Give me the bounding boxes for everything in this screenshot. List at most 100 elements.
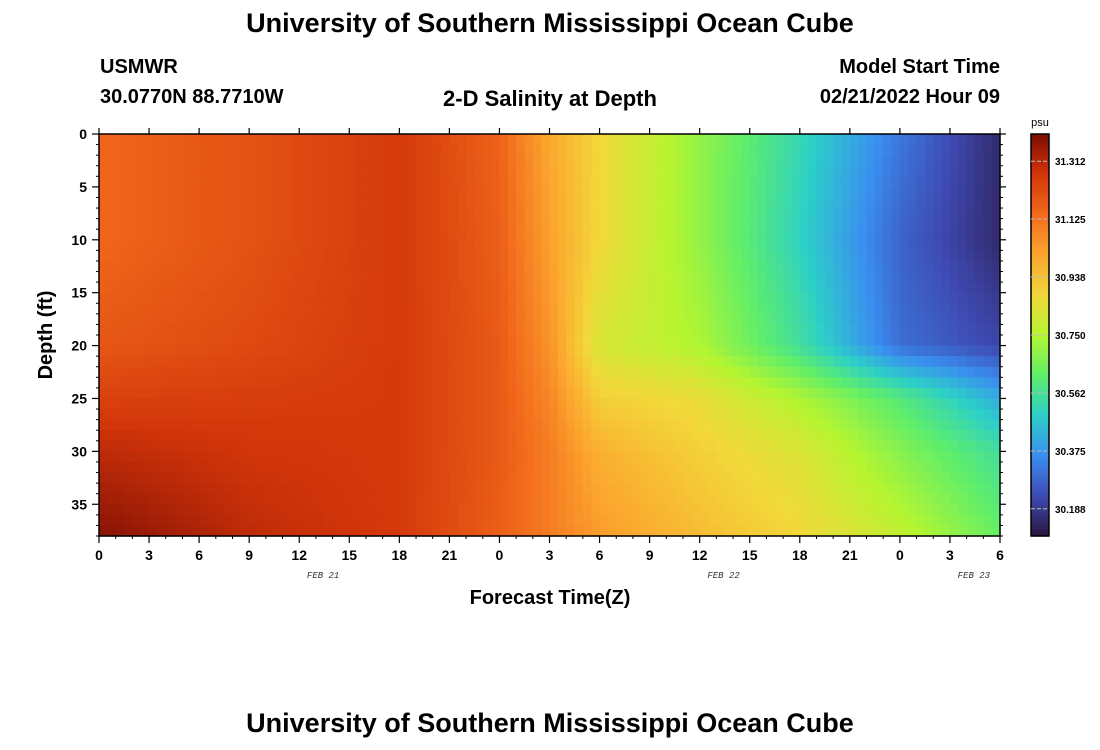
colorbar-segment	[1031, 281, 1049, 286]
heatmap-cell	[774, 483, 784, 495]
heatmap-cell	[157, 387, 167, 400]
heatmap-cell	[174, 197, 184, 209]
heatmap-cell	[107, 229, 117, 241]
heatmap-cell	[282, 493, 292, 505]
heatmap-cell	[324, 377, 334, 389]
colorbar-segment	[1031, 221, 1049, 226]
heatmap-cell	[866, 377, 876, 389]
heatmap-cell	[674, 303, 684, 315]
heatmap-cell	[257, 398, 267, 410]
heatmap-cell	[516, 430, 526, 442]
heatmap-cell	[541, 440, 551, 452]
heatmap-cell	[491, 176, 501, 188]
heatmap-cell	[365, 282, 375, 294]
heatmap-cell	[632, 409, 642, 421]
heatmap-cell	[416, 514, 425, 527]
heatmap-cell	[315, 313, 325, 326]
heatmap-cell	[549, 260, 559, 273]
heatmap-cell	[232, 229, 242, 241]
heatmap-cell	[949, 377, 959, 389]
heatmap-cell	[424, 155, 434, 167]
heatmap-cell	[449, 483, 459, 495]
heatmap-cell	[474, 186, 484, 199]
heatmap-cell	[457, 271, 467, 283]
heatmap-cell	[274, 229, 284, 241]
heatmap-cell	[941, 208, 951, 220]
colorbar-segment	[1031, 331, 1049, 336]
heatmap-cell	[224, 239, 234, 251]
heatmap-cell	[983, 324, 993, 336]
heatmap-cell	[340, 165, 350, 177]
heatmap-cell	[107, 504, 117, 516]
heatmap-cell	[808, 208, 818, 220]
heatmap-cell	[324, 440, 334, 452]
heatmap-cell	[816, 186, 826, 199]
heatmap-cell	[365, 504, 375, 516]
heatmap-cell	[474, 409, 484, 421]
heatmap-cell	[315, 229, 325, 241]
heatmap-cell	[766, 377, 776, 389]
heatmap-cell	[240, 472, 250, 484]
heatmap-cell	[382, 483, 392, 495]
heatmap-cell	[182, 134, 192, 146]
heatmap-cell	[941, 387, 951, 400]
heatmap-cell	[941, 176, 951, 188]
heatmap-cell	[724, 525, 734, 537]
heatmap-cell	[983, 197, 993, 209]
heatmap-cell	[724, 134, 734, 146]
heatmap-cell	[716, 218, 726, 230]
heatmap-cell	[224, 472, 234, 484]
heatmap-cell	[299, 208, 309, 220]
heatmap-cell	[883, 239, 893, 251]
heatmap-cell	[324, 155, 334, 167]
heatmap-cell	[224, 504, 234, 516]
heatmap-cell	[265, 419, 275, 431]
colorbar-segment	[1031, 361, 1049, 366]
heatmap-cell	[432, 134, 442, 146]
heatmap-cell	[933, 144, 943, 156]
heatmap-cell	[933, 176, 943, 188]
heatmap-cell	[399, 356, 409, 368]
heatmap-cell	[349, 197, 359, 209]
heatmap-cell	[641, 176, 651, 188]
heatmap-cell	[390, 282, 400, 294]
heatmap-cell	[340, 493, 350, 505]
heatmap-cell	[190, 313, 200, 326]
heatmap-cell	[524, 345, 534, 357]
heatmap-cell	[299, 356, 309, 368]
heatmap-cell	[441, 271, 450, 283]
heatmap-cell	[557, 377, 567, 389]
heatmap-cell	[858, 176, 868, 188]
heatmap-cell	[140, 493, 150, 505]
heatmap-cell	[274, 356, 284, 368]
heatmap-cell	[649, 155, 659, 167]
heatmap-cell	[290, 525, 300, 537]
heatmap-cell	[199, 229, 209, 241]
heatmap-cell	[207, 134, 217, 146]
heatmap-cell	[691, 292, 701, 304]
heatmap-cell	[174, 239, 184, 251]
heatmap-cell	[841, 197, 851, 209]
heatmap-cell	[966, 292, 976, 304]
heatmap-cell	[541, 356, 551, 368]
heatmap-cell	[299, 313, 309, 326]
heatmap-cell	[933, 387, 943, 400]
heatmap-cell	[516, 356, 526, 368]
heatmap-cell	[524, 398, 534, 410]
heatmap-cell	[224, 366, 234, 378]
heatmap-cell	[140, 366, 150, 378]
heatmap-cell	[607, 451, 617, 463]
heatmap-cell	[991, 197, 1001, 209]
heatmap-cell	[849, 282, 859, 294]
heatmap-cell	[883, 292, 893, 304]
heatmap-cell	[691, 324, 701, 336]
heatmap-cell	[140, 282, 150, 294]
heatmap-cell	[265, 324, 275, 336]
heatmap-cell	[282, 366, 292, 378]
heatmap-cell	[157, 461, 167, 474]
heatmap-cell	[232, 419, 242, 431]
heatmap-cell	[441, 430, 450, 442]
heatmap-cell	[399, 165, 409, 177]
heatmap-cell	[607, 409, 617, 421]
heatmap-cell	[974, 144, 984, 156]
